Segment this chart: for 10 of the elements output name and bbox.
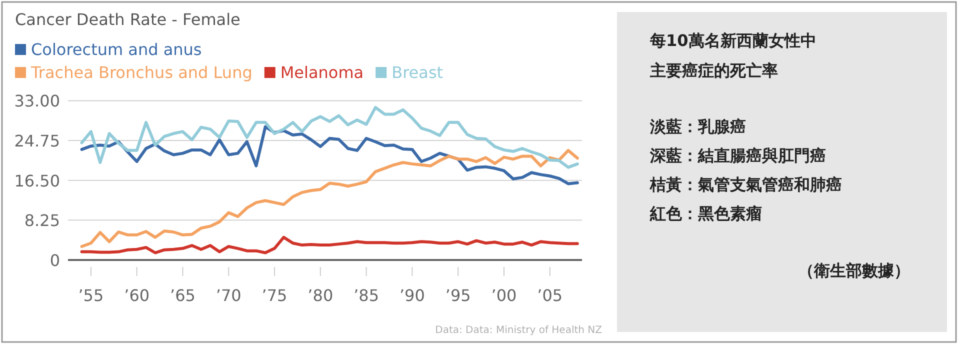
legend-label: Breast [392, 63, 444, 82]
text: （衛生部數據） [797, 260, 910, 282]
text: 淡藍：乳腺癌 [650, 116, 747, 138]
text: 每10萬名新西蘭女性中主要癌症的死亡率 [650, 30, 818, 82]
title: Cancer Death Rate - Female [15, 10, 240, 29]
text: 深藍：結直腸癌與肛門癌 [650, 145, 827, 167]
text: 紅色：黑色素瘤 [650, 203, 763, 225]
legend-label: Melanoma [280, 63, 364, 82]
text: 桔黃：氣管支氣管癌和肺癌 [650, 174, 843, 196]
annotation: Data: Data: Ministry of Health NZ [435, 325, 602, 336]
